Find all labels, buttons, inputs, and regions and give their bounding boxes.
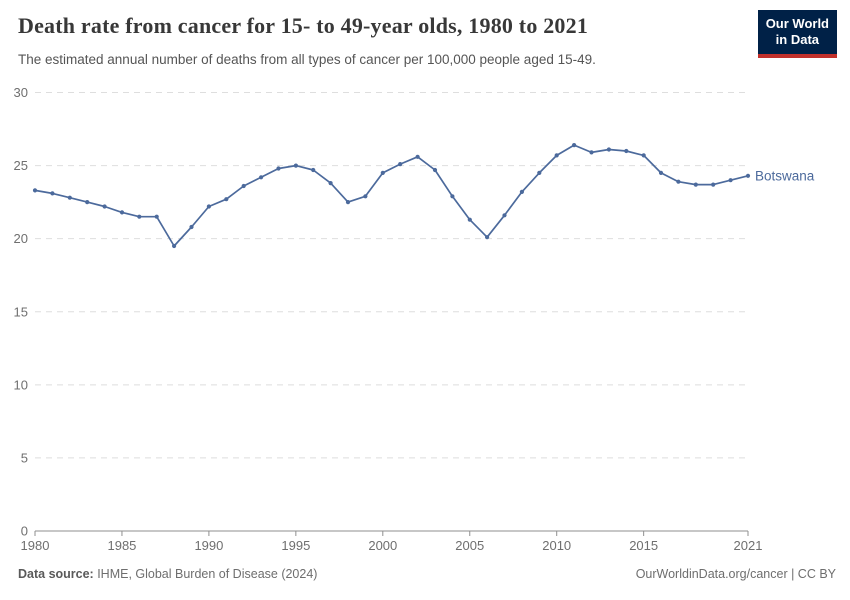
x-tick-label-1980: 1980 [21, 538, 50, 553]
owid-logo-line2: in Data [775, 32, 820, 48]
data-point-botswana-2006[interactable] [485, 235, 490, 240]
data-point-botswana-1980[interactable] [32, 188, 38, 193]
data-point-botswana-2015[interactable] [641, 153, 646, 158]
data-point-botswana-1981[interactable] [50, 191, 55, 196]
data-point-botswana-1983[interactable] [85, 200, 90, 205]
data-point-botswana-1985[interactable] [119, 210, 125, 215]
data-point-botswana-2008[interactable] [519, 189, 525, 194]
data-point-botswana-2018[interactable] [693, 182, 698, 187]
data-point-botswana-2019[interactable] [711, 182, 716, 187]
data-point-botswana-1988[interactable] [172, 243, 177, 249]
y-tick-label-30: 30 [14, 85, 28, 100]
data-point-botswana-2010[interactable] [554, 153, 559, 158]
data-source-note: Data source: IHME, Global Burden of Dise… [18, 567, 317, 581]
series-line-botswana [34, 144, 749, 247]
x-tick-label-2010: 2010 [542, 538, 571, 553]
series-label-botswana[interactable]: Botswana [755, 168, 815, 183]
x-tick-label-1990: 1990 [194, 538, 223, 553]
data-point-botswana-2021[interactable] [745, 173, 751, 178]
data-point-botswana-2003[interactable] [432, 167, 438, 173]
data-point-botswana-2020[interactable] [728, 178, 733, 183]
y-tick-label-25: 25 [14, 158, 28, 173]
data-point-botswana-2012[interactable] [589, 150, 594, 155]
y-tick-label-5: 5 [21, 450, 28, 465]
owid-logo-line1: Our World [765, 16, 829, 31]
data-point-botswana-2016[interactable] [658, 170, 664, 175]
x-tick-label-1995: 1995 [281, 538, 310, 553]
data-point-botswana-1982[interactable] [67, 195, 72, 200]
data-point-botswana-1996[interactable] [311, 167, 316, 173]
data-point-botswana-2004[interactable] [450, 194, 455, 199]
y-tick-label-10: 10 [14, 377, 28, 392]
data-point-botswana-1997[interactable] [328, 181, 333, 186]
y-tick-label-15: 15 [14, 304, 28, 319]
x-tick-label-2005: 2005 [455, 538, 484, 553]
data-point-botswana-1992[interactable] [241, 183, 246, 189]
page-title: Death rate from cancer for 15- to 49-yea… [18, 13, 589, 38]
data-point-botswana-1994[interactable] [276, 166, 281, 171]
data-point-botswana-1993[interactable] [259, 175, 264, 180]
data-point-botswana-1991[interactable] [224, 197, 229, 202]
data-point-botswana-2007[interactable] [502, 213, 507, 218]
data-point-botswana-2017[interactable] [676, 179, 681, 184]
data-point-botswana-1990[interactable] [206, 204, 211, 209]
y-tick-label-0: 0 [21, 524, 28, 539]
data-point-botswana-1986[interactable] [137, 214, 142, 219]
data-source-text: IHME, Global Burden of Disease (2024) [93, 567, 318, 581]
data-point-botswana-2013[interactable] [606, 147, 612, 152]
data-point-botswana-2001[interactable] [398, 162, 403, 167]
data-point-botswana-2014[interactable] [624, 148, 629, 154]
line-chart-canvas[interactable]: 0 5 10 15 20 25 30 1980 1985 1990 1995 2000 2005 2010… [0, 80, 850, 560]
x-tick-label-2015: 2015 [629, 538, 658, 553]
chart-footer: Data source: IHME, Global Burden of Dise… [18, 567, 836, 581]
data-point-botswana-2000[interactable] [380, 170, 385, 175]
data-source-label: Data source: [18, 567, 94, 581]
data-point-botswana-1995[interactable] [293, 163, 298, 168]
data-point-botswana-1987[interactable] [154, 214, 159, 219]
x-tick-label-2000: 2000 [368, 538, 397, 553]
data-point-botswana-1998[interactable] [345, 200, 351, 205]
data-point-botswana-2002[interactable] [415, 154, 420, 159]
owid-logo[interactable]: Our World in Data [757, 10, 837, 58]
data-point-botswana-2009[interactable] [537, 170, 542, 175]
data-point-botswana-1984[interactable] [102, 204, 107, 209]
y-tick-label-20: 20 [14, 231, 28, 246]
data-point-botswana-1989[interactable] [189, 224, 194, 230]
x-tick-label-2021: 2021 [734, 538, 763, 553]
data-point-botswana-2005[interactable] [467, 217, 472, 222]
data-point-botswana-2011[interactable] [572, 143, 577, 148]
page-subtitle: The estimated annual number of deaths fr… [18, 52, 596, 67]
x-tick-label-1985: 1985 [107, 538, 136, 553]
data-point-botswana-1999[interactable] [363, 194, 368, 199]
owid-cc-link[interactable]: OurWorldinData.org/cancer | CC BY [635, 567, 836, 581]
